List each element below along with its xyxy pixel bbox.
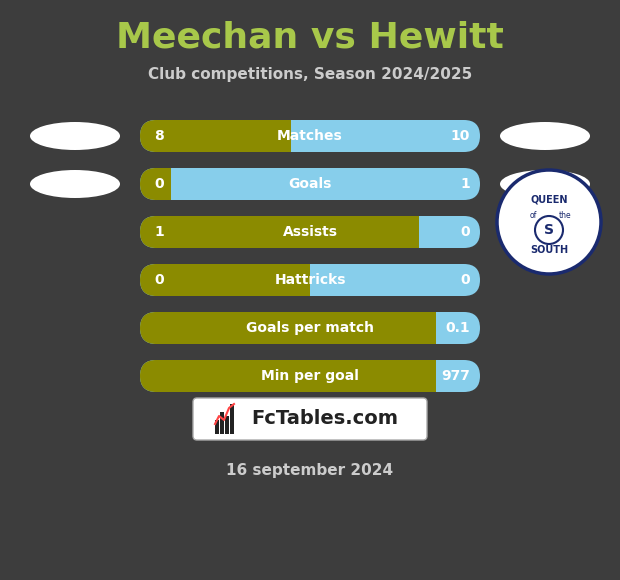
FancyBboxPatch shape [140, 168, 170, 200]
Text: S: S [544, 223, 554, 237]
Text: 0.1: 0.1 [445, 321, 470, 335]
Circle shape [497, 170, 601, 274]
Text: Matches: Matches [277, 129, 343, 143]
Text: 977: 977 [441, 369, 470, 383]
Bar [420, 360, 436, 392]
Text: 1: 1 [460, 177, 470, 191]
Bar [225, 416, 229, 434]
Text: 16 september 2024: 16 september 2024 [226, 462, 394, 477]
Text: Hattricks: Hattricks [274, 273, 346, 287]
Text: Goals: Goals [288, 177, 332, 191]
Text: Club competitions, Season 2024/2025: Club competitions, Season 2024/2025 [148, 67, 472, 82]
Text: 0: 0 [461, 225, 470, 239]
Bar [215, 420, 219, 434]
FancyBboxPatch shape [140, 120, 291, 152]
Text: 0: 0 [461, 273, 470, 287]
FancyBboxPatch shape [140, 264, 310, 296]
Text: FcTables.com: FcTables.com [252, 409, 399, 429]
Bar [154, 168, 170, 200]
Text: the: the [559, 212, 571, 220]
FancyBboxPatch shape [140, 312, 436, 344]
Bar [420, 312, 436, 344]
Text: 0: 0 [154, 273, 164, 287]
Ellipse shape [30, 122, 120, 150]
Bar [403, 216, 418, 248]
Text: 0: 0 [154, 177, 164, 191]
Text: Goals per match: Goals per match [246, 321, 374, 335]
FancyBboxPatch shape [140, 360, 480, 392]
Text: SOUTH: SOUTH [530, 245, 568, 255]
Bar [275, 120, 291, 152]
Text: Min per goal: Min per goal [261, 369, 359, 383]
Ellipse shape [30, 170, 120, 198]
FancyBboxPatch shape [140, 216, 480, 248]
Text: 1: 1 [154, 225, 164, 239]
FancyBboxPatch shape [140, 360, 436, 392]
FancyBboxPatch shape [140, 216, 419, 248]
Ellipse shape [500, 170, 590, 198]
Text: of: of [529, 212, 537, 220]
FancyBboxPatch shape [140, 168, 480, 200]
Text: QUEEN: QUEEN [530, 195, 568, 205]
Text: 10: 10 [451, 129, 470, 143]
Bar [230, 404, 234, 434]
Circle shape [535, 216, 563, 244]
Text: Meechan vs Hewitt: Meechan vs Hewitt [116, 21, 504, 55]
FancyBboxPatch shape [193, 398, 427, 440]
FancyBboxPatch shape [140, 264, 480, 296]
Text: Assists: Assists [283, 225, 337, 239]
Ellipse shape [500, 122, 590, 150]
Text: 8: 8 [154, 129, 164, 143]
FancyBboxPatch shape [140, 312, 480, 344]
Bar [294, 264, 310, 296]
Bar [220, 412, 224, 434]
FancyBboxPatch shape [140, 120, 480, 152]
